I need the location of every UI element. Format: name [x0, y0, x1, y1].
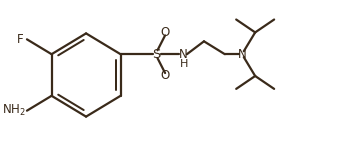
- Text: N: N: [237, 48, 246, 61]
- Text: F: F: [16, 33, 23, 46]
- Text: N: N: [179, 48, 188, 61]
- Text: O: O: [161, 26, 170, 39]
- Text: H: H: [179, 59, 188, 69]
- Text: O: O: [161, 69, 170, 82]
- Text: NH$_2$: NH$_2$: [2, 103, 26, 118]
- Text: S: S: [152, 48, 161, 61]
